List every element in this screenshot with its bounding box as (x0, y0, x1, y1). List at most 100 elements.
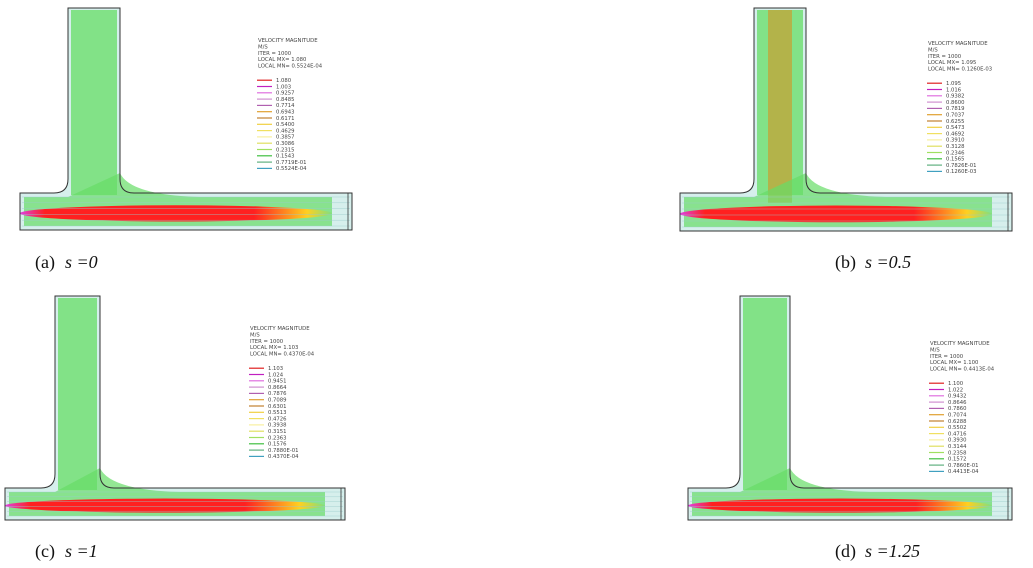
legend-value: 0.4629 (276, 128, 295, 134)
legend-value: 0.1572 (948, 457, 967, 463)
legend-value: 0.3857 (276, 135, 295, 141)
legend-header: M/S (258, 44, 268, 50)
legend-header: LOCAL MX= 1.103 (250, 345, 298, 351)
legend-header: ITER = 1000 (258, 51, 292, 57)
legend-value: 0.3930 (948, 438, 967, 444)
legend-header: ITER = 1000 (928, 54, 962, 60)
legend-header: LOCAL MX= 1.080 (258, 57, 307, 63)
legend-value: 0.9257 (276, 91, 295, 97)
legend-value: 0.3910 (946, 138, 965, 144)
inflow-field (71, 10, 117, 195)
legend-value: 0.2358 (948, 450, 967, 456)
caption-label: (a) (35, 252, 55, 273)
legend-value: 0.3151 (268, 429, 287, 435)
legend-value: 0.6301 (268, 404, 287, 410)
legend-value: 0.9382 (946, 94, 965, 100)
legend-value: 0.7037 (946, 113, 965, 119)
legend-value: 0.4692 (946, 131, 965, 137)
legend-header: VELOCITY MAGNITUDE (250, 326, 310, 332)
legend-value: 0.3128 (946, 144, 965, 150)
legend-value: 1.016 (946, 87, 962, 93)
caption-expr: s =0.5 (865, 252, 911, 272)
legend-header: M/S (250, 332, 260, 338)
legend-value: 0.3086 (276, 141, 295, 147)
jet (688, 499, 992, 513)
legend-header: VELOCITY MAGNITUDE (930, 341, 990, 347)
legend-value: 0.5513 (268, 410, 287, 416)
legend-header: LOCAL MN= 0.1260E-03 (928, 67, 992, 73)
legend-value: 1.022 (948, 387, 963, 393)
legend-header: ITER = 1000 (250, 339, 284, 345)
legend-value: 0.7876 (268, 391, 287, 397)
legend-value: 0.6255 (946, 119, 965, 125)
inflow-field (58, 298, 97, 490)
legend-value: 1.095 (946, 81, 961, 87)
legend-header: LOCAL MN= 0.4413E-04 (930, 367, 995, 373)
legend-value: 0.7089 (268, 398, 287, 404)
legend-header: ITER = 1000 (930, 354, 964, 360)
legend-value: 0.5502 (948, 425, 967, 431)
legend-value: 0.3938 (268, 423, 287, 429)
legend-value: 1.103 (268, 366, 283, 372)
legend-value: 0.1576 (268, 442, 287, 448)
caption-expr: s =1 (65, 541, 98, 561)
caption-expr: s =0 (65, 252, 98, 272)
legend-value: 0.8664 (268, 385, 287, 391)
legend-value: 0.7074 (948, 413, 967, 419)
caption-label: (b) (835, 252, 856, 273)
legend-value: 0.8485 (276, 97, 295, 103)
legend-header: VELOCITY MAGNITUDE (928, 41, 988, 47)
legend-value: 0.4716 (948, 431, 967, 437)
legend-header: LOCAL MN= 0.4370E-04 (250, 352, 315, 358)
legend-header: LOCAL MN= 0.5524E-04 (258, 64, 323, 70)
jet (5, 499, 325, 513)
legend-value: 0.4370E-04 (268, 454, 299, 460)
jet (20, 205, 332, 221)
legend-value: 0.2363 (268, 435, 287, 441)
inflow-field (743, 298, 787, 490)
legend-value: 0.5524E-04 (276, 166, 307, 172)
legend-value: 1.100 (948, 381, 964, 387)
legend-value: 0.6171 (276, 116, 295, 122)
legend-header: M/S (928, 47, 938, 53)
caption-label: (d) (835, 541, 856, 562)
figure: VELOCITY MAGNITUDEM/SITER = 1000LOCAL MX… (0, 0, 1033, 568)
legend-value: 1.080 (276, 78, 292, 84)
caption-expr: s =1.25 (865, 541, 920, 561)
core-field (768, 10, 792, 203)
legend-value: 0.7819 (946, 106, 965, 112)
legend-value: 0.1543 (276, 154, 295, 160)
legend-value: 0.4413E-04 (948, 469, 979, 475)
legend-value: 0.7714 (276, 103, 295, 109)
legend-header: M/S (930, 347, 940, 353)
legend-header: LOCAL MX= 1.100 (930, 360, 979, 366)
legend-value: 0.2346 (946, 150, 965, 156)
legend-value: 1.003 (276, 84, 291, 90)
legend-value: 0.5473 (946, 125, 965, 131)
legend-value: 0.5400 (276, 122, 295, 128)
legend-value: 0.1565 (946, 157, 965, 163)
legend-value: 0.8646 (948, 400, 967, 406)
legend-value: 0.6288 (948, 419, 967, 425)
legend-value: 0.3144 (948, 444, 967, 450)
legend-value: 0.7880E-01 (268, 448, 299, 454)
legend-value: 0.9451 (268, 379, 287, 385)
legend-value: 0.1260E-03 (946, 169, 977, 175)
legend-header: VELOCITY MAGNITUDE (258, 38, 318, 44)
legend-value: 0.7826E-01 (946, 163, 977, 169)
legend-value: 0.6943 (276, 110, 295, 116)
caption-label: (c) (35, 541, 55, 562)
legend-value: 0.7860E-01 (948, 463, 979, 469)
legend-value: 0.9432 (948, 394, 967, 400)
legend-value: 0.4726 (268, 416, 287, 422)
jet (680, 206, 992, 223)
legend-value: 0.2315 (276, 147, 295, 153)
legend-value: 0.7719E-01 (276, 160, 307, 166)
legend-header: LOCAL MX= 1.095 (928, 60, 976, 66)
legend-value: 1.024 (268, 372, 284, 378)
legend-value: 0.7860 (948, 406, 967, 412)
